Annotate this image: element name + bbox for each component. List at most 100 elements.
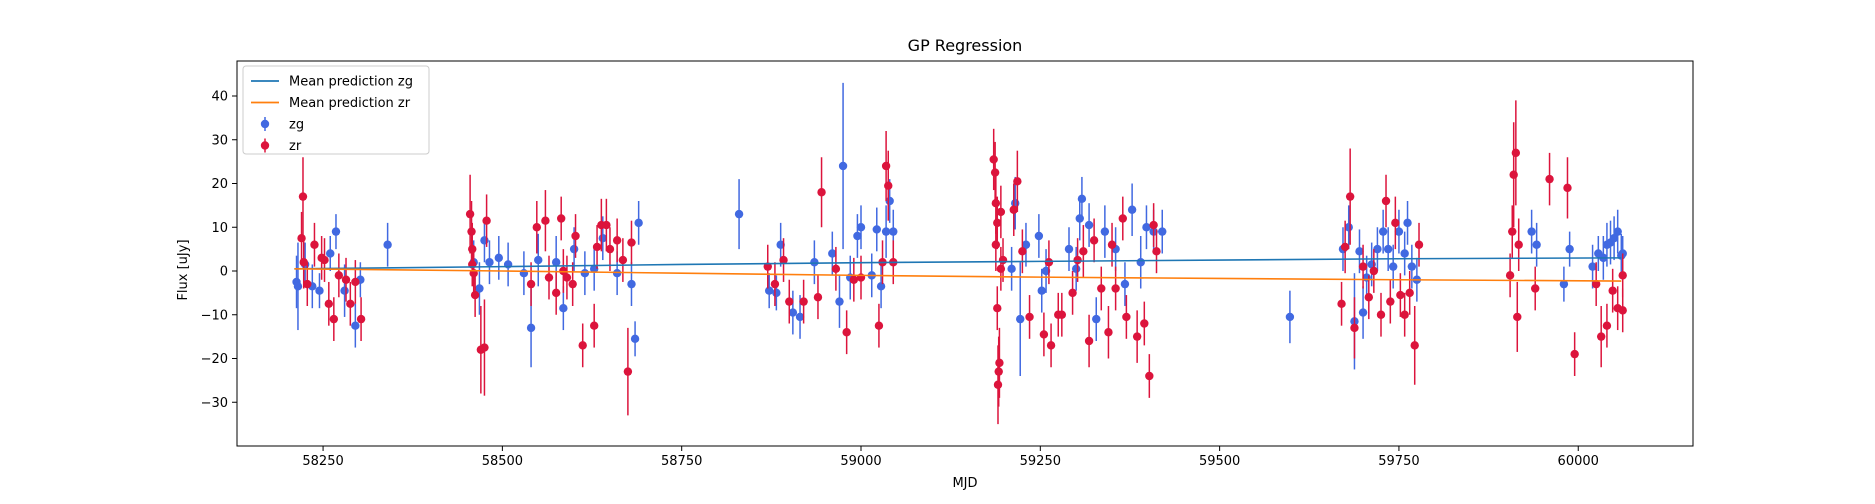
data-point-zr — [1111, 284, 1120, 293]
data-point-zg — [872, 225, 881, 234]
y-tick-label: 10 — [211, 221, 228, 236]
y-tick-label: −30 — [201, 396, 228, 411]
data-point-zr — [995, 358, 1004, 368]
y-tick-label: 0 — [220, 265, 228, 280]
data-point-zg — [630, 334, 640, 344]
data-point-zr — [541, 216, 550, 225]
data-point-zr — [874, 321, 884, 330]
data-point-zg — [889, 227, 898, 236]
data-point-zr — [1104, 328, 1113, 337]
x-axis-label: MJD — [952, 476, 977, 491]
data-point-zr — [1068, 288, 1077, 298]
data-point-zr — [320, 255, 329, 265]
data-point-zr — [1618, 306, 1627, 315]
data-point-zr — [298, 192, 308, 201]
data-point-zg — [1358, 308, 1368, 317]
data-point-zr — [334, 271, 344, 280]
x-tick-label: 58500 — [482, 454, 523, 469]
data-point-zg — [1127, 205, 1137, 214]
data-point-zg — [1527, 227, 1536, 236]
data-point-zg — [1559, 279, 1569, 289]
data-point-zr — [351, 277, 360, 287]
data-point-zr — [1089, 236, 1099, 245]
data-point-zr — [571, 231, 580, 241]
data-point-zr — [1514, 240, 1523, 249]
data-point-zg — [519, 268, 529, 278]
data-point-zg — [1158, 227, 1167, 236]
data-point-zr — [1511, 148, 1521, 158]
data-point-zg — [1034, 231, 1044, 241]
legend-item-mean-prediction-zr: Mean prediction zr — [251, 96, 411, 111]
data-point-zr — [1073, 255, 1082, 265]
data-point-zr — [770, 279, 780, 289]
data-point-zr — [605, 244, 615, 254]
x-tick-label: 59250 — [1020, 454, 1061, 469]
data-point-zg — [326, 249, 335, 258]
data-point-zg — [835, 297, 844, 306]
data-point-zr — [1097, 284, 1106, 293]
series-layer — [292, 82, 1627, 425]
data-point-zr — [568, 279, 577, 289]
data-point-zr — [1340, 242, 1350, 252]
data-point-zr — [763, 262, 772, 271]
data-point-zr — [562, 273, 572, 282]
data-point-zr — [1405, 288, 1414, 298]
data-point-zr — [1140, 319, 1149, 328]
data-point-zr — [1350, 323, 1359, 333]
chart-title: GP Regression — [908, 36, 1023, 55]
data-point-zg — [1532, 240, 1541, 249]
data-point-zg — [1016, 314, 1025, 324]
data-point-zr — [470, 290, 480, 300]
data-point-zg — [764, 286, 774, 295]
data-point-zg — [526, 323, 536, 333]
data-point-zg — [551, 258, 561, 267]
data-point-zg — [1403, 218, 1412, 228]
data-point-zg — [734, 209, 744, 219]
data-point-zr — [991, 240, 1001, 249]
data-point-zr — [551, 288, 561, 298]
data-point-zr — [813, 293, 823, 302]
data-point-zg — [876, 282, 886, 291]
y-tick-label: −20 — [201, 352, 228, 367]
legend-label: Mean prediction zg — [289, 75, 413, 90]
data-point-zr — [627, 238, 636, 247]
x-tick-label: 59500 — [1199, 454, 1240, 469]
line-mean-prediction-zg — [294, 257, 1622, 270]
data-point-zr — [1025, 312, 1034, 322]
data-point-zr — [618, 255, 628, 265]
data-point-zr — [1602, 321, 1612, 330]
data-point-zg — [1136, 258, 1145, 267]
data-point-zr — [996, 207, 1006, 217]
y-tick-label: −10 — [201, 308, 228, 323]
data-point-zg — [534, 255, 543, 265]
data-point-zr — [799, 297, 808, 306]
data-point-zr — [1122, 312, 1131, 322]
data-point-zr — [1513, 312, 1522, 322]
data-point-zg — [1285, 312, 1295, 322]
data-point-zr — [1044, 258, 1054, 267]
data-point-zr — [785, 297, 794, 306]
data-point-zr — [1381, 196, 1391, 206]
data-point-zr — [526, 279, 536, 289]
data-point-zg — [828, 249, 837, 258]
data-point-zr — [544, 273, 554, 282]
data-point-zr — [989, 155, 998, 164]
data-point-zg — [1077, 194, 1087, 204]
data-point-zr — [1149, 220, 1158, 230]
data-point-zg — [1565, 244, 1574, 254]
data-point-zr — [602, 220, 611, 230]
data-point-zg — [810, 258, 819, 267]
x-tick-label: 60000 — [1558, 454, 1599, 469]
data-point-zg — [559, 303, 568, 313]
data-point-zr — [1396, 290, 1405, 300]
data-point-zg — [1142, 223, 1151, 232]
data-point-zg — [580, 268, 590, 278]
data-point-zr — [303, 279, 312, 289]
data-point-zg — [1355, 247, 1364, 256]
data-point-zr — [1410, 341, 1419, 350]
line-mean-prediction-zr — [294, 268, 1622, 282]
data-point-zg — [1084, 220, 1094, 230]
data-point-zr — [831, 264, 841, 274]
data-point-zr — [532, 223, 542, 232]
